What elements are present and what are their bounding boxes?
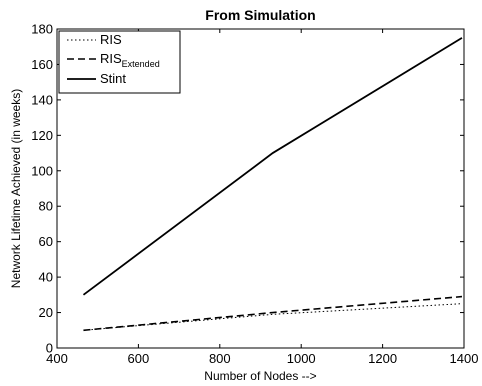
legend-label-1: RIS — [100, 32, 122, 47]
y-tick-label: 60 — [39, 234, 53, 249]
y-axis-label: Network Lifetime Achieved (in weeks) — [9, 89, 23, 288]
plot-frame — [56, 28, 465, 349]
x-tick-label: 1000 — [287, 351, 316, 366]
plot-area: 400 600 800 1000 1200 1400 0 20 40 60 80 100 120 140 1… — [31, 22, 478, 367]
x-tick-label: 1400 — [450, 351, 479, 366]
legend-label-subscript: Extended — [122, 59, 160, 69]
series-line-3 — [82, 37, 463, 296]
series-line-1 — [83, 303, 462, 331]
y-tick-label: 100 — [31, 163, 53, 178]
x-tick-label: 800 — [209, 351, 231, 366]
y-tick-label: 160 — [31, 57, 53, 72]
legend-label-main: RIS — [100, 32, 122, 47]
y-tick-label: 0 — [46, 341, 53, 356]
y-tick-label: 120 — [31, 128, 53, 143]
x-tick-label: 600 — [128, 351, 150, 366]
x-tick-label: 400 — [46, 351, 68, 366]
y-tick-label: 80 — [39, 199, 53, 214]
legend-label-2: RISExtended — [100, 51, 160, 69]
y-tick-label: 140 — [31, 92, 53, 107]
x-tick-label: 1200 — [368, 351, 397, 366]
x-axis-label: Number of Nodes --> — [204, 369, 316, 383]
y-tick-label: 20 — [39, 305, 53, 320]
chart-title: From Simulation — [205, 7, 315, 23]
legend-label-main: Stint — [100, 71, 126, 86]
legend-label-main: RIS — [100, 51, 122, 66]
y-tick-label: 180 — [31, 22, 53, 37]
legend-box — [58, 30, 181, 94]
y-tick-label: 40 — [39, 270, 53, 285]
legend-label-3: Stint — [100, 71, 126, 86]
series-line-2 — [83, 295, 463, 332]
